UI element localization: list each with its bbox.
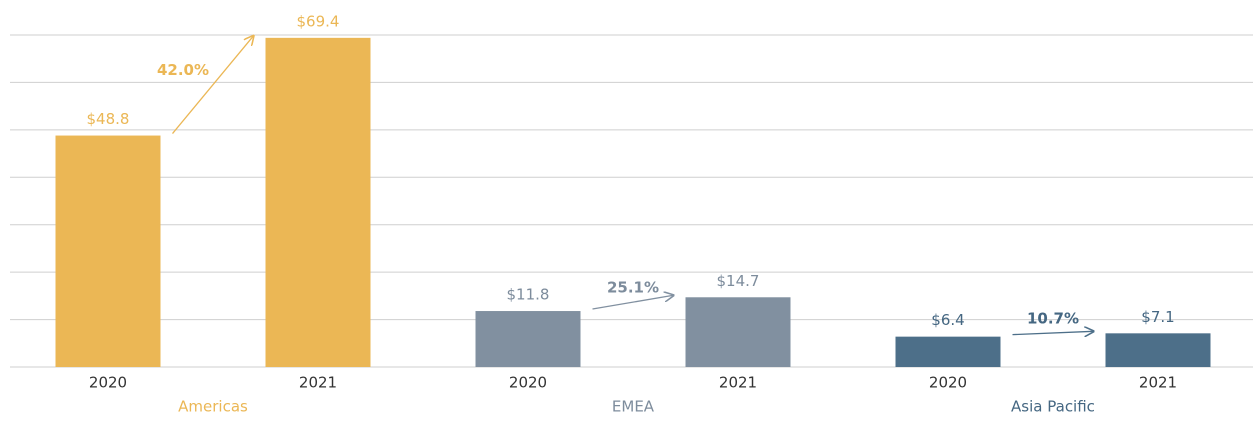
group-label: Asia Pacific — [1011, 398, 1095, 416]
x-tick-label: 2020 — [509, 374, 547, 392]
x-tick-label: 2021 — [719, 374, 757, 392]
growth-label: 25.1% — [607, 279, 659, 297]
value-label: $14.7 — [717, 272, 760, 290]
group-label: Americas — [178, 398, 248, 416]
x-tick-label: 2020 — [89, 374, 127, 392]
value-label: $48.8 — [87, 110, 130, 128]
bar — [475, 311, 581, 367]
group-label: EMEA — [612, 398, 655, 416]
x-tick-label: 2020 — [929, 374, 967, 392]
value-label: $7.1 — [1141, 308, 1174, 326]
growth-arrow — [171, 36, 254, 134]
growth-arrow — [592, 295, 674, 310]
growth-label: 10.7% — [1027, 309, 1079, 327]
bar — [55, 135, 161, 367]
x-tick-label: 2021 — [299, 374, 337, 392]
value-label: $69.4 — [297, 12, 340, 30]
growth-label: 42.0% — [157, 61, 209, 79]
bar — [1105, 333, 1211, 367]
x-tick-label: 2021 — [1139, 374, 1177, 392]
value-label: $6.4 — [931, 311, 964, 329]
bar — [265, 37, 371, 368]
value-label: $11.8 — [507, 286, 550, 304]
bar — [895, 336, 1001, 367]
growth-arrow — [1012, 331, 1094, 334]
bar — [685, 297, 791, 367]
